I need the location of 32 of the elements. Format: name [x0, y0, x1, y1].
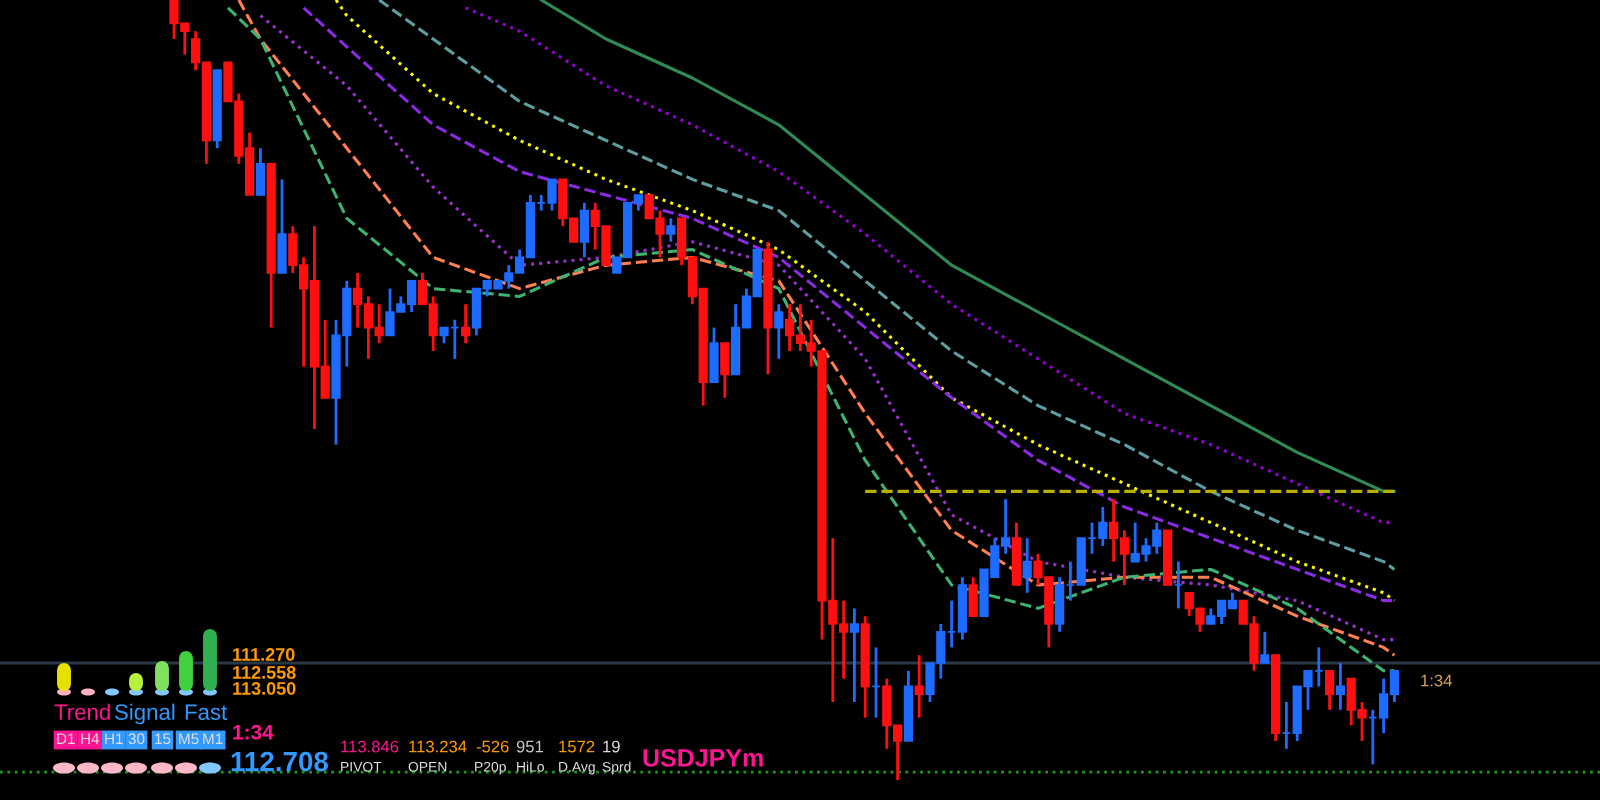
candlestick — [255, 146, 266, 197]
annotation: 111.270 — [233, 648, 295, 661]
annotation: 113.050 — [233, 682, 296, 695]
text: 1:34 — [1421, 674, 1452, 687]
annotation: 112.558 — [233, 666, 296, 679]
candlestick — [914, 653, 924, 719]
candlestick — [1011, 521, 1022, 587]
annotation: -526 — [476, 740, 509, 753]
text: Trend — [54, 703, 110, 720]
candlestick — [1335, 661, 1346, 712]
candlestick — [720, 341, 730, 400]
annotation: 1:34 — [233, 724, 274, 740]
annotation: USDJPYm — [643, 749, 763, 767]
candlestick — [774, 302, 784, 361]
candlestick — [579, 201, 590, 259]
annotation: 1572 — [559, 740, 595, 753]
candlestick — [1022, 536, 1032, 595]
candlestick — [277, 178, 287, 275]
candlestick — [1324, 669, 1335, 712]
candlestick — [1260, 630, 1270, 665]
candlestick — [666, 217, 676, 244]
annotation: 951 — [516, 740, 543, 753]
candlestick — [849, 607, 860, 704]
candlestick — [968, 575, 978, 618]
annotation: 19 — [603, 740, 620, 753]
candlestick — [709, 326, 719, 384]
candlestick — [460, 302, 471, 345]
annotation: 113.846 — [341, 740, 399, 753]
annotation: 113.234 — [409, 740, 467, 753]
annotation: Signal — [115, 703, 175, 725]
annotation: 112.708 — [231, 751, 329, 772]
annotation: Fast — [185, 704, 228, 720]
